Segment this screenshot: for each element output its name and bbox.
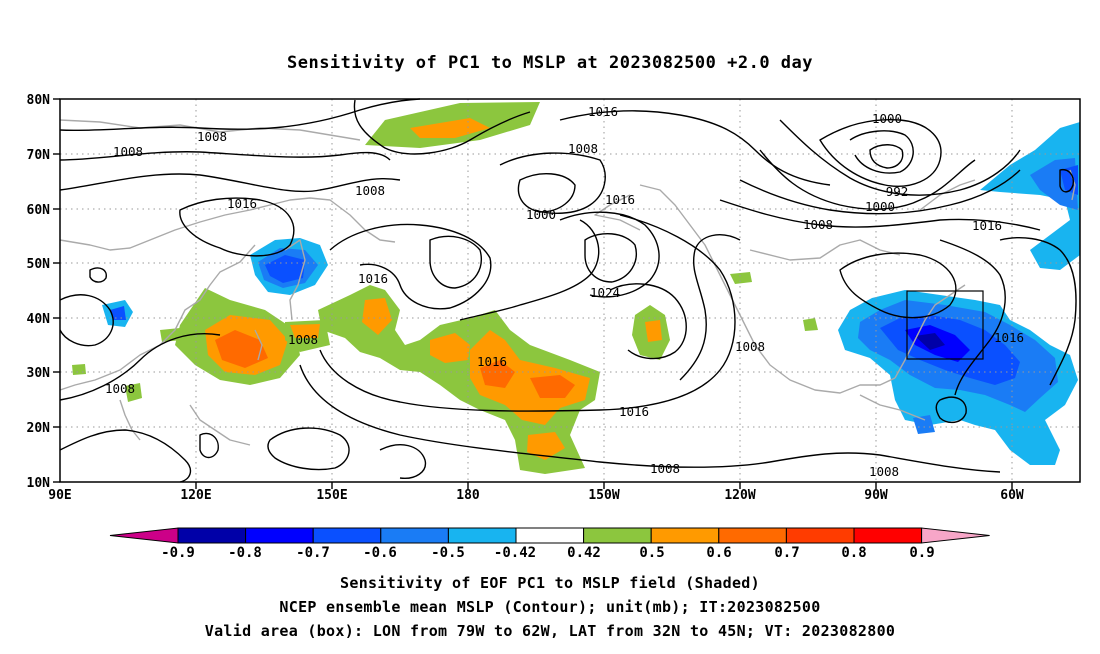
colorbar-swatch [853,527,923,544]
contour-label: 1016 [605,192,635,207]
contour-label: 1000 [865,199,895,214]
colorbar-swatch [650,527,720,544]
contour-label: 1016 [588,104,618,119]
contour-label: 1008 [288,332,318,347]
colorbar-swatch [312,527,382,544]
colorbar-tick-label: 0.42 [567,545,601,561]
colorbar-tick-label: 0.7 [774,545,799,561]
lon-tick-label: 90E [48,488,71,503]
colorbar-low-arrow [109,527,179,544]
lat-tick-label: 40N [27,312,51,327]
lat-tick-label: 80N [27,93,51,108]
lon-tick-label: 150W [588,488,619,503]
contour-label: 992 [886,184,909,199]
contour-label: 1008 [869,464,899,479]
lon-axis: 90E 120E 150E 180 150W 120W 90W 60W [48,488,1024,503]
contour-label: 1016 [477,354,507,369]
colorbar-tick-label: 0.8 [841,545,866,561]
contour-label: 1008 [355,183,385,198]
colorbar-tick-label: -0.7 [296,545,330,561]
lat-tick-label: 70N [27,148,51,163]
contour-label: 1008 [650,461,680,476]
colorbar [109,527,990,544]
lon-tick-label: 60W [1000,488,1024,503]
lon-tick-label: 120E [180,488,211,503]
lon-tick-label: 180 [456,488,480,503]
caption-line-2: NCEP ensemble mean MSLP (Contour); unit(… [279,598,820,616]
contour-label: 1016 [994,330,1024,345]
mslp-contours [59,98,1077,483]
contour-label: 1008 [568,141,598,156]
lat-tick-label: 50N [27,257,51,272]
lon-tick-label: 90W [864,488,888,503]
contour-label: 1000 [526,207,556,222]
colorbar-tick-label: 0.6 [706,545,731,561]
lat-tick-label: 60N [27,203,51,218]
colorbar-tick-label: -0.6 [363,545,397,561]
colorbar-swatch [447,527,517,544]
lon-tick-label: 150E [316,488,347,503]
colorbar-tick-label: -0.9 [161,545,195,561]
contour-label: 1016 [619,404,649,419]
colorbar-high-arrow [921,527,990,544]
contour-label: 1016 [972,218,1002,233]
colorbar-tick-label: -0.42 [494,545,536,561]
contour-label: 1016 [358,271,388,286]
colorbar-tick-label: -0.5 [431,545,465,561]
lon-tick-marks [195,482,1013,489]
contour-label-group: 1008 1008 1016 1008 1016 1016 1000 1008 … [105,104,1024,479]
colorbar-tick-label: 0.5 [639,545,664,561]
lat-tick-label: 30N [27,366,51,381]
sensitivity-shading [72,102,1080,474]
colorbar-swatch [785,527,855,544]
contour-label: 1000 [872,111,902,126]
lat-lon-grid [60,99,1080,482]
colorbar-swatch [515,527,585,544]
lat-tick-marks [53,98,60,483]
figure-title: Sensitivity of PC1 to MSLP at 2023082500… [287,53,813,73]
contour-label: 1016 [227,196,257,211]
contour-label: 1024 [590,285,620,300]
map-frame [59,98,1081,483]
colorbar-labels: -0.9 -0.8 -0.7 -0.6 -0.5 -0.42 0.42 0.5 … [161,545,935,561]
lat-tick-label: 20N [27,421,51,436]
colorbar-swatch [245,527,314,544]
contour-label: 1008 [803,217,833,232]
lat-tick-label: 10N [27,476,51,491]
colorbar-tick-label: -0.8 [228,545,262,561]
contour-label: 1008 [197,129,227,144]
colorbar-swatch [718,527,787,544]
coastlines [59,119,1076,446]
contour-label: 1008 [735,339,765,354]
contour-label: 1008 [105,381,135,396]
caption-line-3: Valid area (box): LON from 79W to 62W, L… [205,622,895,640]
lat-axis: 80N 70N 60N 50N 40N 30N 20N 10N [27,93,51,491]
caption-line-1: Sensitivity of EOF PC1 to MSLP field (Sh… [340,574,760,592]
lon-tick-label: 120W [724,488,755,503]
caption: Sensitivity of EOF PC1 to MSLP field (Sh… [205,574,895,640]
colorbar-swatch [177,527,247,544]
colorbar-tick-label: 0.9 [909,545,934,561]
contour-label: 1008 [113,144,143,159]
valid-area-box [906,290,984,360]
colorbar-swatch [583,527,652,544]
colorbar-swatch [380,527,449,544]
